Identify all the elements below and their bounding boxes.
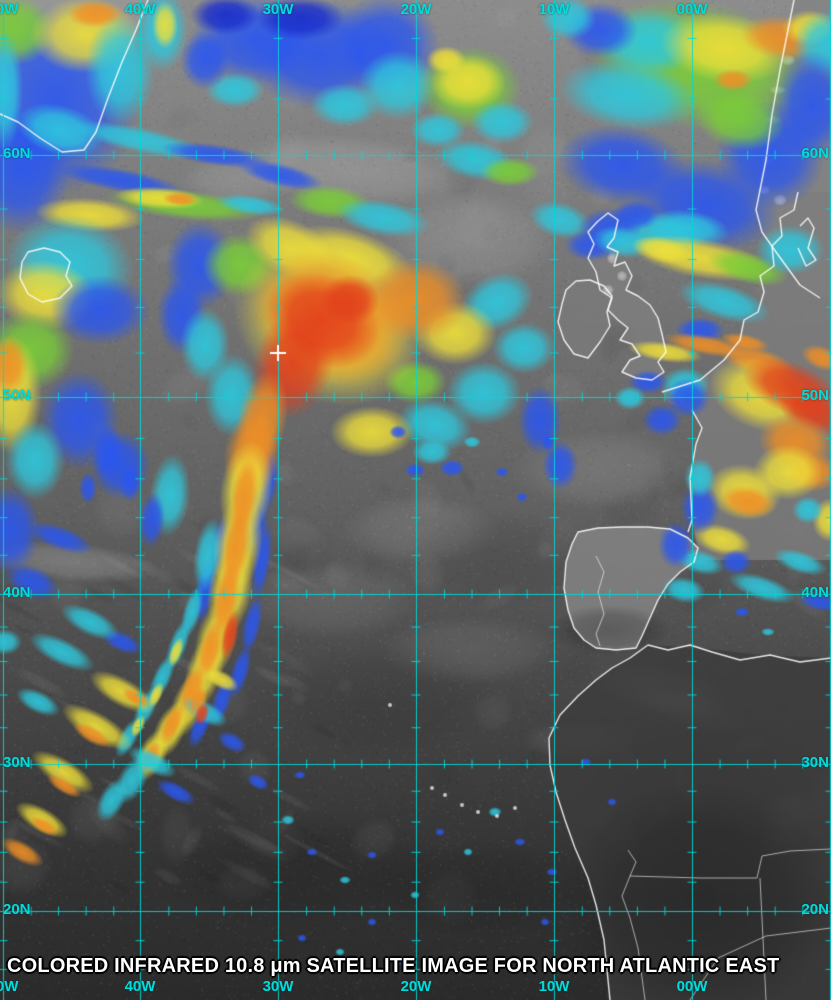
lon-label-bottom-40W: 40W — [124, 978, 156, 995]
lon-label-bottom-20W: 20W — [400, 978, 432, 995]
lon-label-bottom-50W: 50W — [0, 978, 19, 995]
caption-title: COLORED INFRARED 10.8 μm SATELLITE IMAGE… — [7, 955, 780, 977]
lat-label-left-40N: 40N — [3, 584, 31, 601]
lon-label-top-50W: 50W — [0, 1, 19, 18]
lat-label-right-40N: 40N — [801, 584, 829, 601]
lon-label-top-10W: 10W — [538, 1, 570, 18]
lon-label-bottom-00W: 00W — [676, 978, 708, 995]
lon-label-top-00W: 00W — [676, 1, 708, 18]
lat-label-left-50N: 50N — [3, 387, 31, 404]
lat-label-left-20N: 20N — [3, 901, 31, 918]
lat-label-right-20N: 20N — [801, 901, 829, 918]
lat-label-left-30N: 30N — [3, 754, 31, 771]
lat-label-left-60N: 60N — [3, 145, 31, 162]
lon-label-top-40W: 40W — [124, 1, 156, 18]
caption-block: COLORED INFRARED 10.8 μm SATELLITE IMAGE… — [7, 914, 779, 1000]
lon-label-bottom-10W: 10W — [538, 978, 570, 995]
lon-label-top-20W: 20W — [400, 1, 432, 18]
lon-label-bottom-30W: 30W — [262, 978, 294, 995]
lat-label-right-50N: 50N — [801, 387, 829, 404]
lat-label-right-30N: 30N — [801, 754, 829, 771]
lat-label-right-60N: 60N — [801, 145, 829, 162]
lon-label-top-30W: 30W — [262, 1, 294, 18]
